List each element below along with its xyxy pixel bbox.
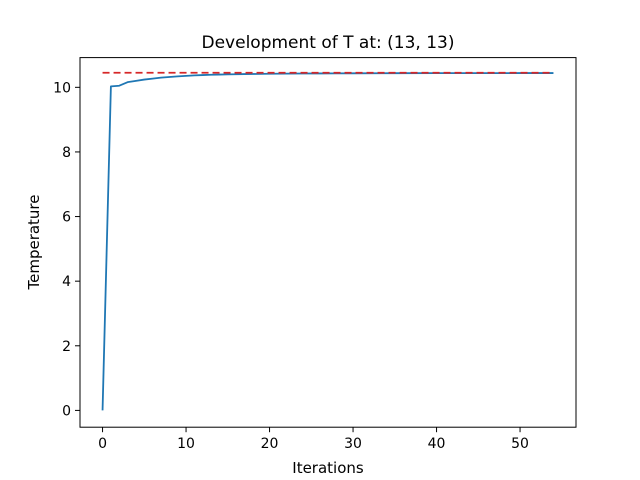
plot-area xyxy=(101,71,554,411)
x-axis-label: Iterations xyxy=(292,459,364,477)
y-tick-label: 0 xyxy=(62,403,71,419)
x-tick-label: 30 xyxy=(344,436,362,452)
x-tick-label: 50 xyxy=(511,436,529,452)
chart-title: Development of T at: (13, 13) xyxy=(202,33,455,53)
y-tick-label: 4 xyxy=(62,274,71,290)
x-tick-label: 10 xyxy=(177,436,195,452)
y-tick-label: 2 xyxy=(62,339,71,355)
y-tick-label: 6 xyxy=(62,210,71,226)
y-tick-label: 8 xyxy=(62,145,71,161)
x-tick-label: 40 xyxy=(428,436,446,452)
x-tick-label: 20 xyxy=(261,436,279,452)
y-axis-label: Temperature xyxy=(25,194,43,290)
temperature-line xyxy=(101,72,554,411)
axis-ticks: 0 10 20 30 40 50 0 2 4 6 8 10 xyxy=(53,80,529,452)
y-tick-label: 10 xyxy=(53,80,71,96)
x-tick-label: 0 xyxy=(98,436,107,452)
axes-frame xyxy=(79,57,577,428)
